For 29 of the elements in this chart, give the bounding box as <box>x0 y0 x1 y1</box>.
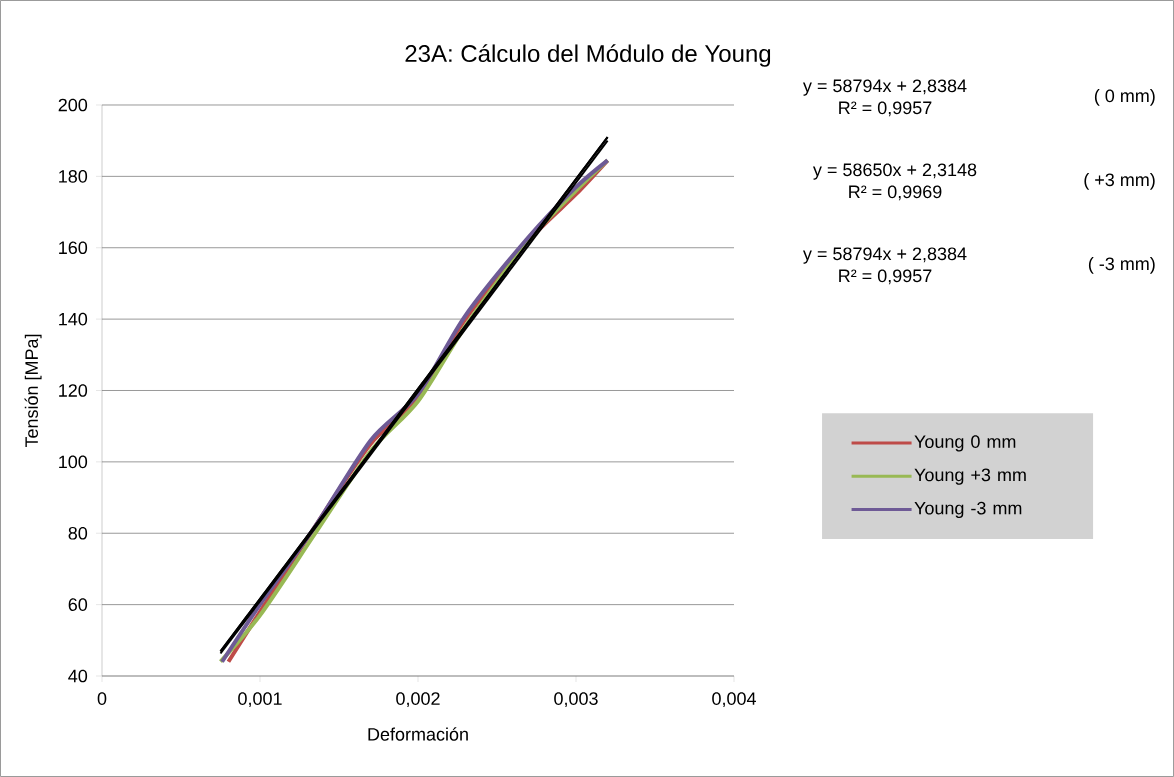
y-tick-label: 40 <box>68 669 88 683</box>
chart-title: 23A: Cálculo del Módulo de Young <box>405 44 771 67</box>
x-tick-label: 0 <box>97 692 107 705</box>
text: ( -3 mm) <box>1088 256 1155 274</box>
y-tick-label: 180 <box>59 170 88 183</box>
text: y = 58650x + 2,3148 <box>812 163 977 180</box>
y-tick-label: 80 <box>68 526 88 540</box>
y-tick-label: 140 <box>59 312 88 326</box>
y-axis-title: Tensión [MPa] <box>24 334 42 448</box>
legend-label: Young +3 mm <box>914 468 1026 485</box>
y-tick-label: 200 <box>58 98 88 112</box>
y-tick-label: 160 <box>59 241 88 255</box>
text: y = 58794x + 2,8384 <box>802 79 967 96</box>
x-tick-label: 0,003 <box>554 692 598 708</box>
text: y = 58794x + 2,8384 <box>802 247 967 264</box>
x-tick-label: 0,001 <box>238 692 282 708</box>
legend-label: Young 0 mm <box>914 435 1016 452</box>
x-tick-label: 0,002 <box>396 692 440 708</box>
x-axis-title: Deformación <box>368 727 468 741</box>
legend-label: Young -3 mm <box>914 501 1022 519</box>
y-tick-label: 120 <box>59 384 88 397</box>
text: R² = 0,9969 <box>849 185 942 201</box>
text: R² = 0,9957 <box>839 101 932 117</box>
text: ( +3 mm) <box>1084 172 1155 190</box>
y-tick-label: 100 <box>59 455 88 469</box>
y-tick-label: 60 <box>68 598 88 611</box>
x-tick-label: 0,004 <box>712 692 756 708</box>
text: R² = 0,9957 <box>839 269 932 285</box>
text: ( 0 mm) <box>1094 88 1155 106</box>
